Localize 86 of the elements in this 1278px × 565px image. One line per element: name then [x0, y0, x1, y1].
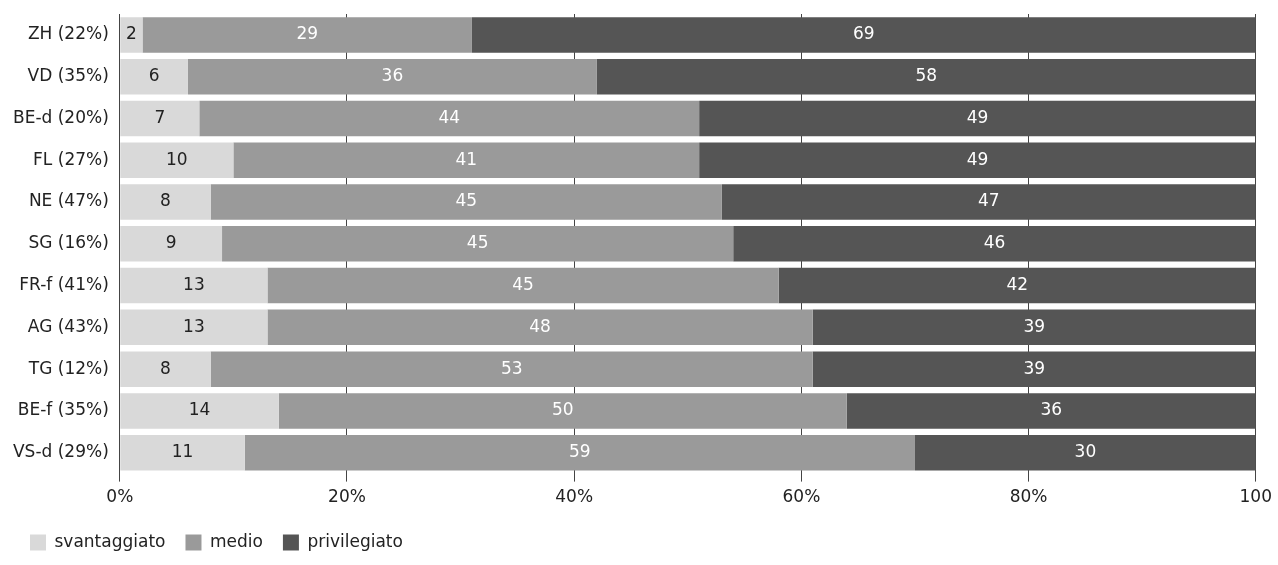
- bar: [120, 309, 268, 346]
- x-tick-label: 40%: [555, 486, 594, 507]
- data-label: 30: [1074, 441, 1097, 462]
- bar: [471, 17, 1256, 53]
- data-label: 42: [1006, 274, 1029, 294]
- bar: [210, 351, 813, 387]
- y-tick-label: NE (47%): [28, 190, 109, 211]
- data-label: 36: [1040, 399, 1063, 420]
- bar: [812, 351, 1256, 387]
- data-label: 14: [188, 399, 211, 420]
- x-tick-label: 0%: [106, 486, 134, 507]
- y-tick-label: FL (27%): [33, 148, 109, 169]
- x-tick-label: 80%: [1009, 486, 1048, 507]
- legend-label: medio: [209, 530, 263, 551]
- legend-label: svantaggiato: [54, 530, 166, 551]
- data-label: 8: [160, 190, 171, 211]
- bar: [120, 17, 143, 53]
- y-tick-label: BE-f (35%): [17, 399, 109, 420]
- x-tick-label: 100: [1239, 486, 1272, 507]
- data-label: 13: [183, 315, 205, 336]
- data-label: 8: [160, 357, 171, 378]
- bar: [120, 58, 188, 95]
- data-label: 53: [500, 357, 523, 378]
- y-tick-label: AG (43%): [27, 315, 109, 336]
- data-label: 39: [1023, 315, 1046, 336]
- data-label: 39: [1023, 357, 1046, 378]
- y-tick-label: FR-f (41%): [19, 274, 109, 294]
- y-tick-label: ZH (22%): [27, 23, 109, 44]
- data-label: 6: [148, 65, 160, 86]
- data-label: 49: [966, 106, 989, 127]
- x-tick-label: 20%: [328, 486, 366, 507]
- data-label: 50: [552, 399, 574, 420]
- data-label: 59: [569, 441, 591, 462]
- bar: [267, 267, 779, 304]
- bar: [233, 142, 700, 178]
- data-label: 45: [455, 190, 478, 211]
- bar: [267, 309, 813, 346]
- y-tick-label: SG (16%): [28, 232, 109, 253]
- data-label: 9: [165, 232, 177, 253]
- data-label: 7: [154, 106, 166, 127]
- data-label: 13: [183, 274, 205, 294]
- data-label: 29: [296, 23, 319, 44]
- y-tick-label: VD (35%): [27, 65, 109, 86]
- data-label: 2: [126, 23, 137, 44]
- data-label: 10: [166, 148, 188, 169]
- data-label: 49: [966, 148, 989, 169]
- data-label: 41: [455, 148, 478, 169]
- bar: [596, 58, 1256, 95]
- bar: [120, 226, 223, 262]
- bar: [278, 393, 847, 429]
- bar: [120, 267, 268, 304]
- data-label: 69: [853, 23, 875, 44]
- bar: [699, 100, 1256, 137]
- bar: [120, 351, 211, 387]
- bar: [120, 100, 200, 137]
- bar: [120, 434, 245, 471]
- data-label: 48: [529, 315, 551, 336]
- data-label: 46: [983, 232, 1006, 253]
- x-tick-label: 60%: [782, 486, 821, 507]
- bar: [733, 226, 1256, 262]
- data-label: 44: [438, 106, 461, 127]
- bar: [846, 393, 1256, 429]
- bar: [244, 434, 915, 471]
- data-label: 47: [978, 190, 1000, 211]
- data-label: 58: [915, 65, 938, 86]
- bar: [699, 142, 1256, 178]
- bar: [120, 184, 211, 220]
- bar: [914, 434, 1256, 471]
- data-label: 45: [466, 232, 489, 253]
- bar: [120, 142, 234, 178]
- bar: [778, 267, 1256, 304]
- bar: [222, 226, 734, 262]
- bar: [142, 17, 472, 53]
- bar: [812, 309, 1256, 346]
- bar: [721, 184, 1256, 220]
- bar: [187, 58, 597, 95]
- bar: [199, 100, 700, 137]
- y-tick-label: TG (12%): [27, 357, 109, 378]
- y-tick-label: BE-d (20%): [13, 106, 109, 127]
- legend-label: privilegiato: [307, 530, 403, 551]
- bar: [120, 393, 279, 429]
- data-label: 11: [171, 441, 194, 462]
- bar: [210, 184, 722, 220]
- data-label: 36: [381, 65, 404, 86]
- y-tick-label: VS-d (29%): [12, 441, 109, 462]
- data-label: 45: [512, 274, 534, 294]
